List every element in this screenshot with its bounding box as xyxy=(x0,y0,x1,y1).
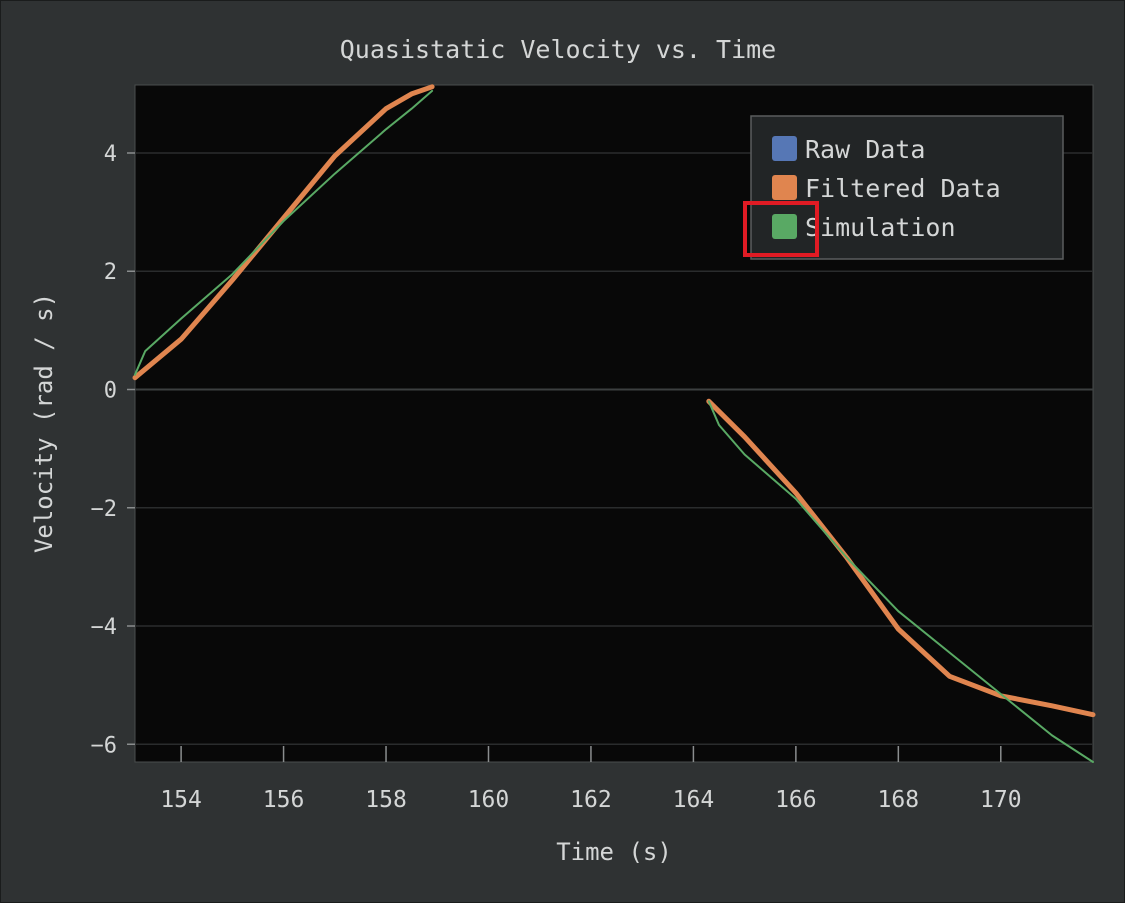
legend-box xyxy=(750,115,1064,260)
legend-label: Filtered Data xyxy=(805,174,1001,203)
legend-swatch xyxy=(772,136,797,161)
x-tick-label: 156 xyxy=(263,787,305,813)
y-tick-label: −4 xyxy=(91,615,118,640)
y-tick-label: 4 xyxy=(104,142,117,167)
highlight-box xyxy=(743,201,819,257)
y-tick-label: 0 xyxy=(104,379,117,404)
series-layer xyxy=(132,84,1096,763)
series-line-simulation xyxy=(707,400,1094,763)
legend: Raw Data Filtered Data Simulation xyxy=(750,115,1064,260)
axes: −6 −4 −2 0 2 4 154 156 158 160 162 164 166 168 170 xyxy=(91,142,1022,813)
series-line-filtered-data xyxy=(706,398,1096,718)
y-tick-label: −6 xyxy=(91,733,118,758)
series-line-simulation xyxy=(134,89,434,376)
legend-label: Raw Data xyxy=(805,135,925,164)
series-line-filtered-data xyxy=(132,84,435,381)
x-tick-label: 164 xyxy=(673,787,715,813)
x-tick-label: 154 xyxy=(160,787,202,813)
x-tick-label: 168 xyxy=(878,787,920,813)
legend-label: Simulation xyxy=(805,213,956,242)
x-tick-label: 158 xyxy=(365,787,407,813)
x-tick-label: 170 xyxy=(980,787,1022,813)
y-axis-label: Velocity (rad / s) xyxy=(30,293,58,553)
grid-lines xyxy=(135,152,1093,746)
y-tick-label: −2 xyxy=(91,497,118,522)
x-tick-label: 166 xyxy=(775,787,817,813)
x-tick-label: 162 xyxy=(570,787,612,813)
chart-title: Quasistatic Velocity vs. Time xyxy=(340,35,777,64)
x-tick-label: 160 xyxy=(468,787,510,813)
legend-swatch xyxy=(772,214,797,239)
y-tick-label: 2 xyxy=(104,260,117,285)
legend-items: Raw Data Filtered Data Simulation xyxy=(772,135,1001,242)
x-axis-label: Time (s) xyxy=(556,838,672,866)
legend-swatch xyxy=(772,175,797,200)
